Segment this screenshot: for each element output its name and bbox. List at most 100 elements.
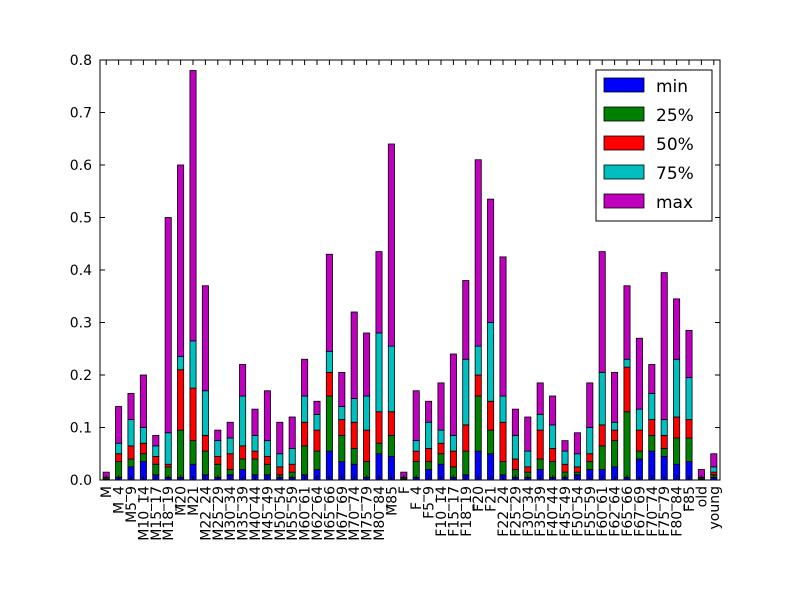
bar-segment-25pct-F10_14: [437, 453, 445, 465]
bar-segment-max-M40_44: [251, 408, 259, 436]
bar-segment-max-M80_84: [375, 251, 383, 334]
bar-segment-25pct-F85: [685, 437, 693, 463]
bar-segment-75pct-F60_61: [598, 371, 606, 426]
x-tick-label: F15_17: [446, 486, 462, 537]
bar-segment-50pct-F15_17: [449, 450, 457, 468]
bar-segment-75pct-F55_59: [586, 427, 594, 455]
x-tick-label: F10_14: [434, 486, 450, 537]
bar-segment-max-F55_59: [586, 382, 594, 428]
y-tick-label: 0.5: [70, 211, 92, 227]
bar-segment-max-M22_24: [201, 285, 209, 392]
bar-segment-75pct-M65_66: [325, 350, 333, 373]
bar-segment-25pct-F20: [474, 395, 482, 452]
bar-segment-max-M65_66: [325, 253, 333, 352]
x-tick-label: M25_29: [211, 486, 227, 541]
x-tick-label: F45_49: [558, 486, 574, 537]
bar-segment-max-M50_54: [276, 421, 284, 455]
legend-label: 50%: [656, 135, 694, 155]
bar-segment-25pct-F5_9: [425, 461, 433, 470]
bar-segment-50pct-M15_17: [152, 455, 160, 465]
bar-segment-50pct-M75_79: [363, 429, 371, 463]
bar-segment-max-M20: [177, 164, 185, 358]
bar-segment-25pct-F67_69: [635, 450, 643, 460]
bar-segment-max-M18_19: [164, 217, 172, 434]
bar-segment-max-M35_39: [239, 364, 247, 397]
x-tick-label: M18_19: [161, 486, 177, 541]
bar-segment-max-F10_14: [437, 382, 445, 431]
bar-segment-50pct-F35_39: [536, 429, 544, 460]
x-tick-label: F30_34: [521, 486, 537, 537]
bar-segment-50pct-F5_9: [425, 448, 433, 463]
bar-segment-50pct-F_4: [412, 450, 420, 463]
bar-segment-max-F15_17: [449, 353, 457, 436]
bar-segment-75pct-M20: [177, 356, 185, 371]
bar-segment-75pct-M18_19: [164, 432, 172, 465]
bar-segment-75pct-F25_29: [511, 434, 519, 460]
x-tick-label: F70_74: [645, 486, 661, 537]
bar-segment-75pct-F62_64: [611, 421, 619, 431]
bar-segment-50pct-F70_74: [648, 419, 656, 436]
x-tick-label: F: [397, 486, 413, 494]
x-tick-label: old: [694, 486, 710, 507]
bar-segment-50pct-M50_54: [276, 466, 284, 476]
bar-segment-50pct-F10_14: [437, 442, 445, 455]
bar-segment-75pct-F40_44: [549, 424, 557, 449]
bar-segment-75pct-F50_54: [573, 453, 581, 468]
bar-segment-50pct-F65_66: [623, 366, 631, 413]
legend-label: 75%: [656, 164, 694, 184]
bar-segment-50pct-F20: [474, 374, 482, 397]
bar-segment-25pct-F55_59: [586, 461, 594, 470]
x-tick-label: F55_59: [583, 486, 599, 537]
bar-segment-max-M10_14: [139, 374, 147, 428]
bar-segment-50pct-M35_39: [239, 445, 247, 460]
bar-segment-50pct-F55_59: [586, 453, 594, 463]
x-tick-label: F22_24: [496, 486, 512, 537]
bar-segment-50pct-F50_54: [573, 466, 581, 473]
legend-label: min: [656, 77, 688, 97]
bar-segment-25pct-F60_61: [598, 445, 606, 470]
x-tick-label: M30_34: [223, 486, 239, 541]
bar-segment-25pct-M15_17: [152, 463, 160, 476]
bar-segment-75pct-F80_84: [673, 358, 681, 418]
bar-segment-25pct-M65_66: [325, 395, 333, 452]
x-tick-label: F5_9: [422, 486, 438, 519]
bar-segment-50pct-F75_79: [660, 434, 668, 449]
bar-segment-50pct-M80_84: [375, 411, 383, 444]
bar-segment-75pct-F_4: [412, 440, 420, 452]
x-tick-label: M22_24: [198, 486, 214, 541]
bar-segment-75pct-F15_17: [449, 434, 457, 452]
x-tick-label: M75_79: [360, 486, 376, 541]
x-tick-label: F62_64: [608, 486, 624, 537]
bar-segment-25pct-F22_24: [499, 461, 507, 476]
bar-segment-75pct-M15_17: [152, 445, 160, 457]
bar-segment-max-F62_64: [611, 371, 619, 423]
x-tick-label: M62_64: [310, 486, 326, 541]
x-tick-label: M45_49: [260, 486, 276, 541]
bar-segment-max-young: [710, 453, 718, 468]
bar-segment-75pct-M45_49: [263, 440, 271, 457]
y-tick-label: 0.4: [70, 263, 92, 279]
bar-segment-50pct-F67_69: [635, 429, 643, 452]
bar-segment-50pct-M30_34: [226, 453, 234, 470]
bar-segment-75pct-young: [710, 466, 718, 473]
bar-segment-max-M62_64: [313, 400, 321, 415]
x-tick-label: M50_54: [273, 486, 289, 541]
x-tick-label: F60_61: [595, 486, 611, 537]
legend-label: max: [656, 193, 693, 213]
bar-segment-max-F80_84: [673, 298, 681, 360]
bar-segment-75pct-M5_9: [127, 419, 135, 447]
legend-swatch-max: [603, 193, 645, 209]
x-tick-label: young: [707, 486, 723, 529]
bar-segment-max-F30_34: [524, 416, 532, 452]
bar-segment-max-F65_66: [623, 285, 631, 360]
x-tick-label: F35_39: [533, 486, 549, 537]
x-tick-label: F80_84: [670, 486, 686, 537]
bar-segment-max-M70_74: [350, 311, 358, 400]
bar-segment-max-F75_79: [660, 272, 668, 421]
bar-segment-max-F_4: [412, 390, 420, 442]
bar-segment-50pct-M25_29: [214, 455, 222, 465]
legend-swatch-75pct: [603, 164, 645, 180]
bar-segment-max-M_4: [115, 406, 123, 444]
x-tick-label: M10_14: [136, 486, 152, 541]
bar-segment-max-F40_44: [549, 395, 557, 426]
